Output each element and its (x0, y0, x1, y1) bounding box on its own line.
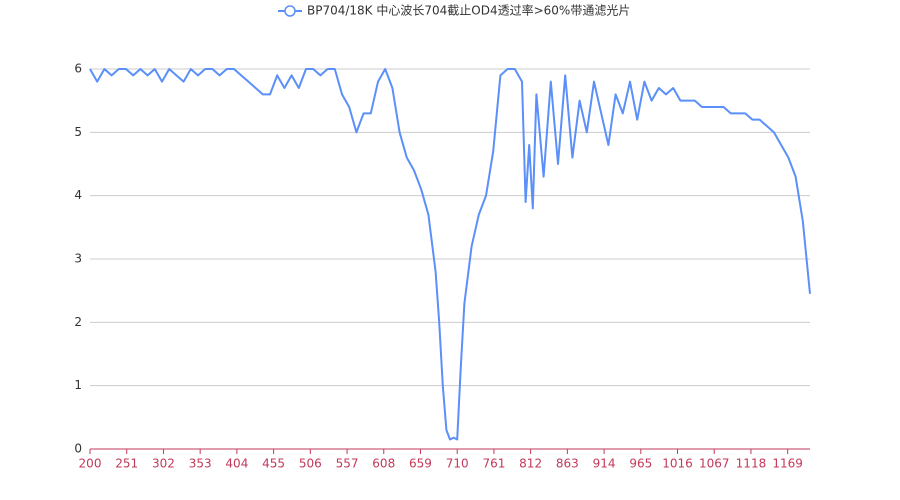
line (89, 68, 811, 441)
legend-label: BP704/18K 中心波长704截止OD4透过率>60%带通滤光片 (307, 3, 630, 18)
y-tick-label: 3 (74, 252, 82, 266)
x-tick-label: 302 (152, 457, 175, 471)
x-tick-label: 710 (446, 457, 469, 471)
y-tick-label: 1 (74, 378, 82, 392)
x-tick-label: 659 (409, 457, 432, 471)
y-tick-label: 2 (74, 315, 82, 329)
x-tick-label: 200 (79, 457, 102, 471)
legend-item: BP704/18K 中心波长704截止OD4透过率>60%带通滤光片 (278, 3, 630, 18)
y-tick-label: 0 (74, 442, 82, 456)
x-tick-label: 812 (519, 457, 542, 471)
x-tick-label: 761 (482, 457, 505, 471)
x-tick-label: 404 (225, 457, 248, 471)
x-tick-label: 608 (372, 457, 395, 471)
x-tick-label: 1169 (772, 457, 803, 471)
y-tick-label: 4 (74, 188, 82, 202)
y-tick-label: 5 (74, 125, 82, 139)
x-tick-label: 863 (556, 457, 579, 471)
x-tick-label: 914 (593, 457, 616, 471)
x-tick-label: 455 (262, 457, 285, 471)
x-tick-label: 1118 (736, 457, 767, 471)
x-tick-label: 557 (336, 457, 359, 471)
x-tick-label: 1016 (662, 457, 693, 471)
x-tick-label: 506 (299, 457, 322, 471)
x-tick-label: 965 (629, 457, 652, 471)
x-tick-label: 1067 (699, 457, 730, 471)
x-tick-label: 353 (189, 457, 212, 471)
legend-symbol (284, 5, 296, 17)
x-tick-label: 251 (115, 457, 138, 471)
y-tick-label: 6 (74, 62, 82, 76)
